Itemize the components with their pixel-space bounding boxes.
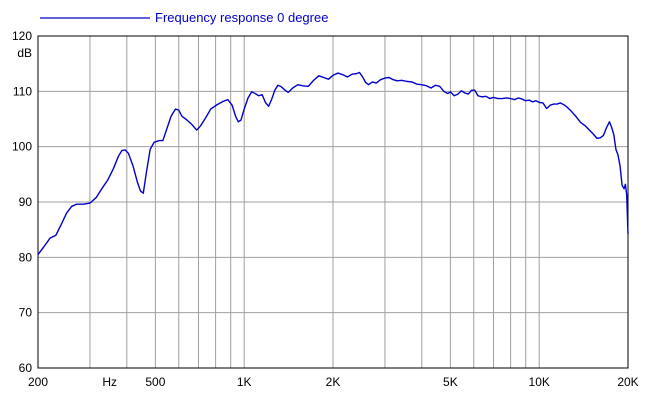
y-tick-label: 100 — [12, 140, 32, 154]
x-axis-unit-label: Hz — [102, 375, 117, 389]
x-tick-label: 10K — [529, 375, 550, 389]
y-tick-label: 110 — [13, 84, 32, 98]
x-tick-label: 5K — [443, 375, 458, 389]
legend-label: Frequency response 0 degree — [155, 10, 328, 25]
x-tick-label: 20K — [617, 375, 638, 389]
y-tick-label: 80 — [19, 250, 33, 264]
y-tick-label: 70 — [19, 306, 33, 320]
x-tick-label: 2K — [326, 375, 341, 389]
series-layer — [37, 71, 629, 255]
x-tick-label: 200 — [28, 375, 48, 389]
x-tick-label: 500 — [145, 375, 165, 389]
y-tick-label: 90 — [19, 195, 33, 209]
series-line — [37, 71, 629, 255]
y-tick-label: 60 — [19, 361, 33, 375]
y-tick-label: 120 — [12, 29, 32, 43]
y-axis-label: dB — [17, 46, 32, 60]
x-tick-label: 1K — [237, 375, 252, 389]
y-axis-ticks: 60 70 80 90 100 110 120 — [12, 29, 32, 375]
x-axis-ticks: 200 500 1K 2K 5K 10K 20K — [28, 375, 639, 389]
grid — [37, 35, 629, 369]
legend: Frequency response 0 degree — [40, 10, 328, 25]
plot-frame — [37, 35, 629, 369]
